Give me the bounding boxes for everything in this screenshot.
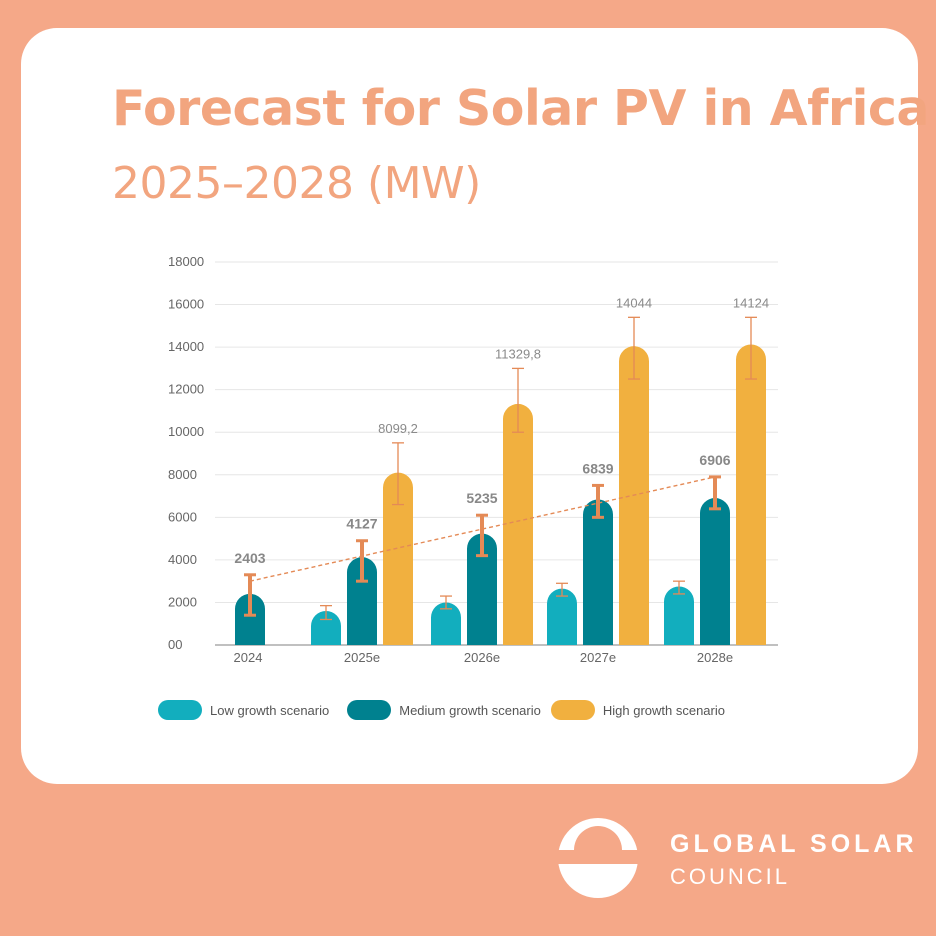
bar-low-2027e: [547, 588, 577, 645]
legend-swatch-low: [158, 700, 202, 720]
legend-label-medium: Medium growth scenario: [399, 702, 541, 718]
bar-high-2025e: [383, 472, 413, 645]
bar-low-2026e: [431, 602, 461, 645]
y-tick-label: 10000: [168, 424, 204, 439]
legend-item-low: Low growth scenario: [158, 700, 329, 720]
x-tick-label: 2024: [234, 650, 263, 665]
y-tick-label: 8000: [168, 467, 197, 482]
data-label: 6839: [582, 460, 613, 476]
y-tick-label: 12000: [168, 382, 204, 397]
chart-title: Forecast for Solar PV in Africa: [112, 80, 930, 137]
bar-medium-2027e: [583, 499, 613, 645]
data-label: 14044: [616, 295, 652, 310]
global-solar-council-logo-icon: [556, 818, 640, 898]
data-label: 8099,2: [378, 421, 418, 436]
legend-label-high: High growth scenario: [602, 702, 725, 718]
data-label: 11329,8: [495, 346, 541, 361]
legend-swatch-medium: [347, 700, 392, 720]
bar-medium-2026e: [467, 533, 497, 645]
data-label: 14124: [733, 295, 769, 310]
y-tick-label: 4000: [168, 552, 197, 567]
legend-swatch-high: [550, 700, 595, 720]
bar-medium-2025e: [347, 557, 377, 645]
chart-card: [21, 28, 918, 784]
bar-low-2025e: [311, 610, 341, 645]
x-tick-label: 2028e: [697, 650, 733, 665]
bar-medium-2024: [235, 593, 265, 645]
logo-text-line1: GLOBAL SOLAR: [670, 830, 918, 858]
x-tick-label: 2025e: [344, 650, 380, 665]
bar-high-2028e: [736, 344, 766, 645]
logo-text-line2: COUNCIL: [670, 864, 791, 889]
x-tick-label: 2027e: [580, 650, 616, 665]
y-tick-label: 6000: [168, 509, 197, 524]
bar-low-2028e: [664, 586, 694, 645]
y-tick-label: 00: [168, 637, 182, 652]
y-tick-label: 18000: [168, 254, 204, 269]
y-tick-label: 14000: [168, 339, 204, 354]
bar-high-2026e: [503, 403, 533, 645]
chart-legend: Low growth scenario Medium growth scenar…: [158, 700, 725, 720]
legend-label-low: Low growth scenario: [210, 702, 330, 718]
data-label: 6906: [699, 452, 730, 468]
bar-medium-2028e: [700, 498, 730, 645]
chart-subtitle: 2025–2028 (MW): [112, 158, 481, 209]
y-tick-label: 16000: [168, 297, 204, 312]
data-label: 4127: [346, 516, 377, 532]
y-tick-label: 2000: [168, 594, 197, 609]
legend-item-high: High growth scenario: [550, 700, 725, 720]
data-label: 2403: [234, 550, 265, 566]
data-label: 5235: [466, 490, 497, 506]
legend-item-medium: Medium growth scenario: [347, 700, 541, 720]
x-tick-label: 2026e: [464, 650, 500, 665]
